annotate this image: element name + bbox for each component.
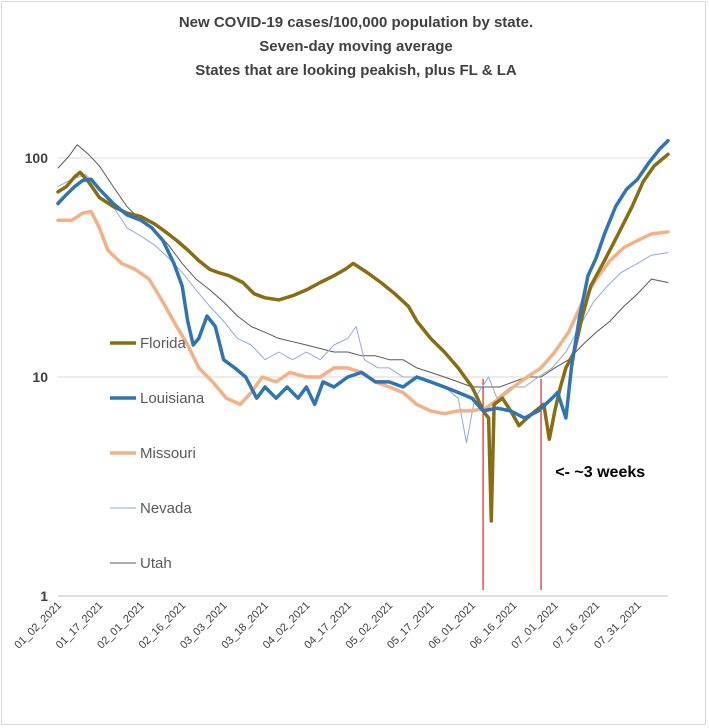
series-line-missouri — [56, 209, 670, 416]
legend-label-louisiana: Louisiana — [140, 390, 205, 407]
title-line-3: States that are looking peakish, plus FL… — [195, 62, 517, 79]
title-line-2: Seven-day moving average — [259, 38, 452, 55]
series-line-florida — [56, 152, 670, 523]
gridlines — [58, 157, 668, 378]
series-line-nevada — [57, 174, 669, 444]
vertical-markers — [482, 378, 542, 590]
legend: Florida Louisiana Missouri Nevada Utah — [110, 335, 205, 572]
annotations: <- ~3 weeks — [555, 464, 645, 481]
y-tick-label: 100 — [25, 150, 49, 166]
y-axis: 1 10 100 — [25, 150, 49, 604]
legend-label-missouri: Missouri — [140, 445, 196, 462]
legend-label-utah: Utah — [140, 555, 172, 572]
title-line-1: New COVID-19 cases/100,000 population by… — [179, 14, 533, 31]
x-axis: 01_02_202101_17_202102_01_202102_16_2021… — [12, 595, 668, 651]
series-line-louisiana — [56, 138, 670, 420]
series-lines — [56, 138, 670, 523]
annotation-label: <- ~3 weeks — [555, 464, 645, 481]
chart-title: New COVID-19 cases/100,000 population by… — [179, 14, 533, 79]
y-tick-label: 1 — [40, 588, 48, 604]
y-tick-label: 10 — [32, 369, 48, 385]
legend-label-nevada: Nevada — [140, 500, 192, 517]
legend-label-florida: Florida — [140, 335, 187, 352]
